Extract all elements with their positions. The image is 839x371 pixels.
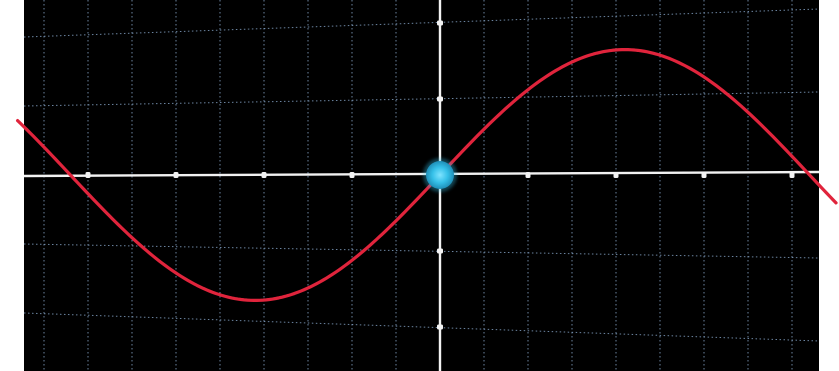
- grid-lines: [23, 0, 820, 371]
- x-tick-mark: [701, 172, 707, 178]
- x-tick-mark: [525, 172, 531, 178]
- tick-marks: [85, 20, 795, 330]
- x-tick-mark: [349, 172, 355, 178]
- grid-line-horizontal: [23, 312, 820, 342]
- grid-line-horizontal: [23, 243, 820, 259]
- grid-line-horizontal: [23, 8, 820, 38]
- x-tick-mark: [789, 172, 795, 178]
- x-tick-mark: [85, 172, 91, 178]
- y-tick-mark: [437, 96, 443, 102]
- y-tick-mark: [437, 324, 443, 330]
- point-layer: [423, 158, 457, 192]
- plot-background: [24, 0, 819, 371]
- x-tick-mark: [613, 172, 619, 178]
- x-tick-mark: [173, 172, 179, 178]
- y-tick-mark: [437, 248, 443, 254]
- grid-line-horizontal: [23, 91, 820, 107]
- x-tick-mark: [261, 172, 267, 178]
- y-tick-mark: [437, 20, 443, 26]
- x-axis: [23, 170, 820, 178]
- sine-curve-0: [16, 48, 838, 302]
- series-layer: [16, 48, 838, 302]
- highlight-point: [426, 161, 454, 189]
